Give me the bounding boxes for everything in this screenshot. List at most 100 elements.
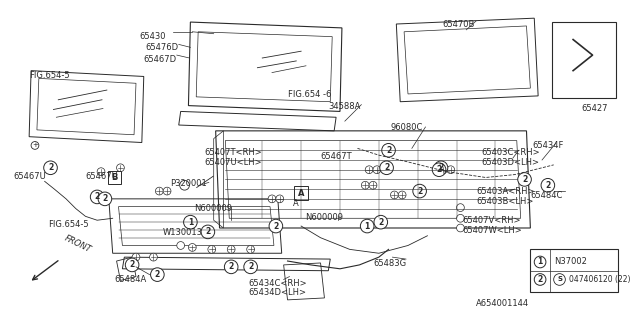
Text: 1: 1 <box>188 218 193 227</box>
Circle shape <box>518 172 531 186</box>
Circle shape <box>208 245 216 253</box>
Text: FIG.654-5: FIG.654-5 <box>29 71 70 80</box>
Text: FRONT: FRONT <box>63 234 93 254</box>
Circle shape <box>362 181 369 189</box>
Circle shape <box>373 166 381 173</box>
Text: 65403B<LH>: 65403B<LH> <box>476 197 533 206</box>
Circle shape <box>369 181 377 189</box>
Circle shape <box>97 168 105 176</box>
Circle shape <box>380 161 394 175</box>
Text: 96080C: 96080C <box>390 123 423 132</box>
Text: 047406120 (22): 047406120 (22) <box>569 275 631 284</box>
Circle shape <box>269 219 283 233</box>
Text: 65467U: 65467U <box>13 172 46 181</box>
Text: 65434C<RH>: 65434C<RH> <box>249 278 307 287</box>
Circle shape <box>456 204 464 212</box>
Circle shape <box>432 163 446 177</box>
Circle shape <box>390 191 398 199</box>
Text: 65476D: 65476D <box>146 44 179 52</box>
Text: 1: 1 <box>538 258 543 267</box>
Text: 2: 2 <box>522 175 527 184</box>
Text: 65407V<RH>: 65407V<RH> <box>462 216 521 225</box>
Text: +: + <box>32 142 38 148</box>
Text: 65484C: 65484C <box>531 191 563 200</box>
Circle shape <box>31 141 39 149</box>
Text: 2: 2 <box>102 194 108 203</box>
Circle shape <box>244 260 257 274</box>
Text: 2: 2 <box>95 192 100 201</box>
Text: 2: 2 <box>248 262 253 271</box>
Text: 65484A: 65484A <box>115 275 147 284</box>
Circle shape <box>534 256 546 268</box>
Circle shape <box>45 163 56 172</box>
Text: A654001144: A654001144 <box>476 299 529 308</box>
Text: 2: 2 <box>384 163 389 172</box>
Bar <box>531 249 618 292</box>
Text: N600009: N600009 <box>305 213 343 222</box>
Text: 1: 1 <box>365 221 370 230</box>
Text: 2: 2 <box>386 146 391 155</box>
Text: A: A <box>298 188 305 197</box>
Text: N37002: N37002 <box>554 258 586 267</box>
Text: 65470B: 65470B <box>442 20 474 29</box>
Text: 2: 2 <box>438 163 444 172</box>
Circle shape <box>554 274 565 285</box>
Bar <box>108 171 122 184</box>
Circle shape <box>434 161 448 175</box>
Circle shape <box>365 166 373 173</box>
Text: 65407T<RH>: 65407T<RH> <box>204 148 262 157</box>
Circle shape <box>227 245 235 253</box>
Text: 65430: 65430 <box>139 32 165 41</box>
Text: 2: 2 <box>538 275 543 284</box>
Circle shape <box>360 219 374 233</box>
Text: 2: 2 <box>545 181 550 190</box>
Circle shape <box>163 187 171 195</box>
Text: 65427: 65427 <box>581 104 607 113</box>
Text: 65403A<RH>: 65403A<RH> <box>476 187 534 196</box>
Circle shape <box>541 179 555 192</box>
Text: 2: 2 <box>436 165 442 174</box>
Circle shape <box>201 225 214 239</box>
Circle shape <box>125 258 139 272</box>
Circle shape <box>398 191 406 199</box>
Circle shape <box>447 166 454 173</box>
Circle shape <box>276 195 284 203</box>
Circle shape <box>413 184 426 198</box>
Text: 2: 2 <box>417 187 422 196</box>
Circle shape <box>534 274 546 285</box>
Text: W130013: W130013 <box>163 228 203 237</box>
Circle shape <box>180 180 189 190</box>
Text: 65407W<LH>: 65407W<LH> <box>462 226 522 235</box>
Circle shape <box>381 143 396 157</box>
Circle shape <box>188 244 196 251</box>
Text: 65403C<RH>: 65403C<RH> <box>482 148 540 157</box>
Text: S: S <box>557 276 562 283</box>
Text: 2: 2 <box>228 262 234 271</box>
Text: 34588A: 34588A <box>328 102 361 111</box>
Text: 65403D<LH>: 65403D<LH> <box>482 158 540 167</box>
Text: 65407U<LH>: 65407U<LH> <box>204 158 262 167</box>
Text: A: A <box>293 199 299 208</box>
Bar <box>552 22 616 98</box>
Text: 2: 2 <box>155 270 160 279</box>
Text: 65467T: 65467T <box>321 152 352 161</box>
Circle shape <box>268 195 276 203</box>
Text: 65467U: 65467U <box>86 172 118 181</box>
Circle shape <box>150 268 164 281</box>
Circle shape <box>90 190 104 204</box>
Circle shape <box>116 164 124 172</box>
Circle shape <box>44 161 58 175</box>
Circle shape <box>456 224 464 232</box>
Circle shape <box>374 215 388 229</box>
Circle shape <box>247 245 255 253</box>
Circle shape <box>439 166 447 173</box>
Text: 65483G: 65483G <box>373 259 406 268</box>
Text: N600009: N600009 <box>195 204 232 213</box>
Circle shape <box>225 260 238 274</box>
Circle shape <box>177 242 184 249</box>
Text: P320001: P320001 <box>170 180 207 188</box>
Text: 2: 2 <box>129 260 135 269</box>
Text: B: B <box>111 173 118 182</box>
Circle shape <box>456 214 464 222</box>
Circle shape <box>184 215 197 229</box>
